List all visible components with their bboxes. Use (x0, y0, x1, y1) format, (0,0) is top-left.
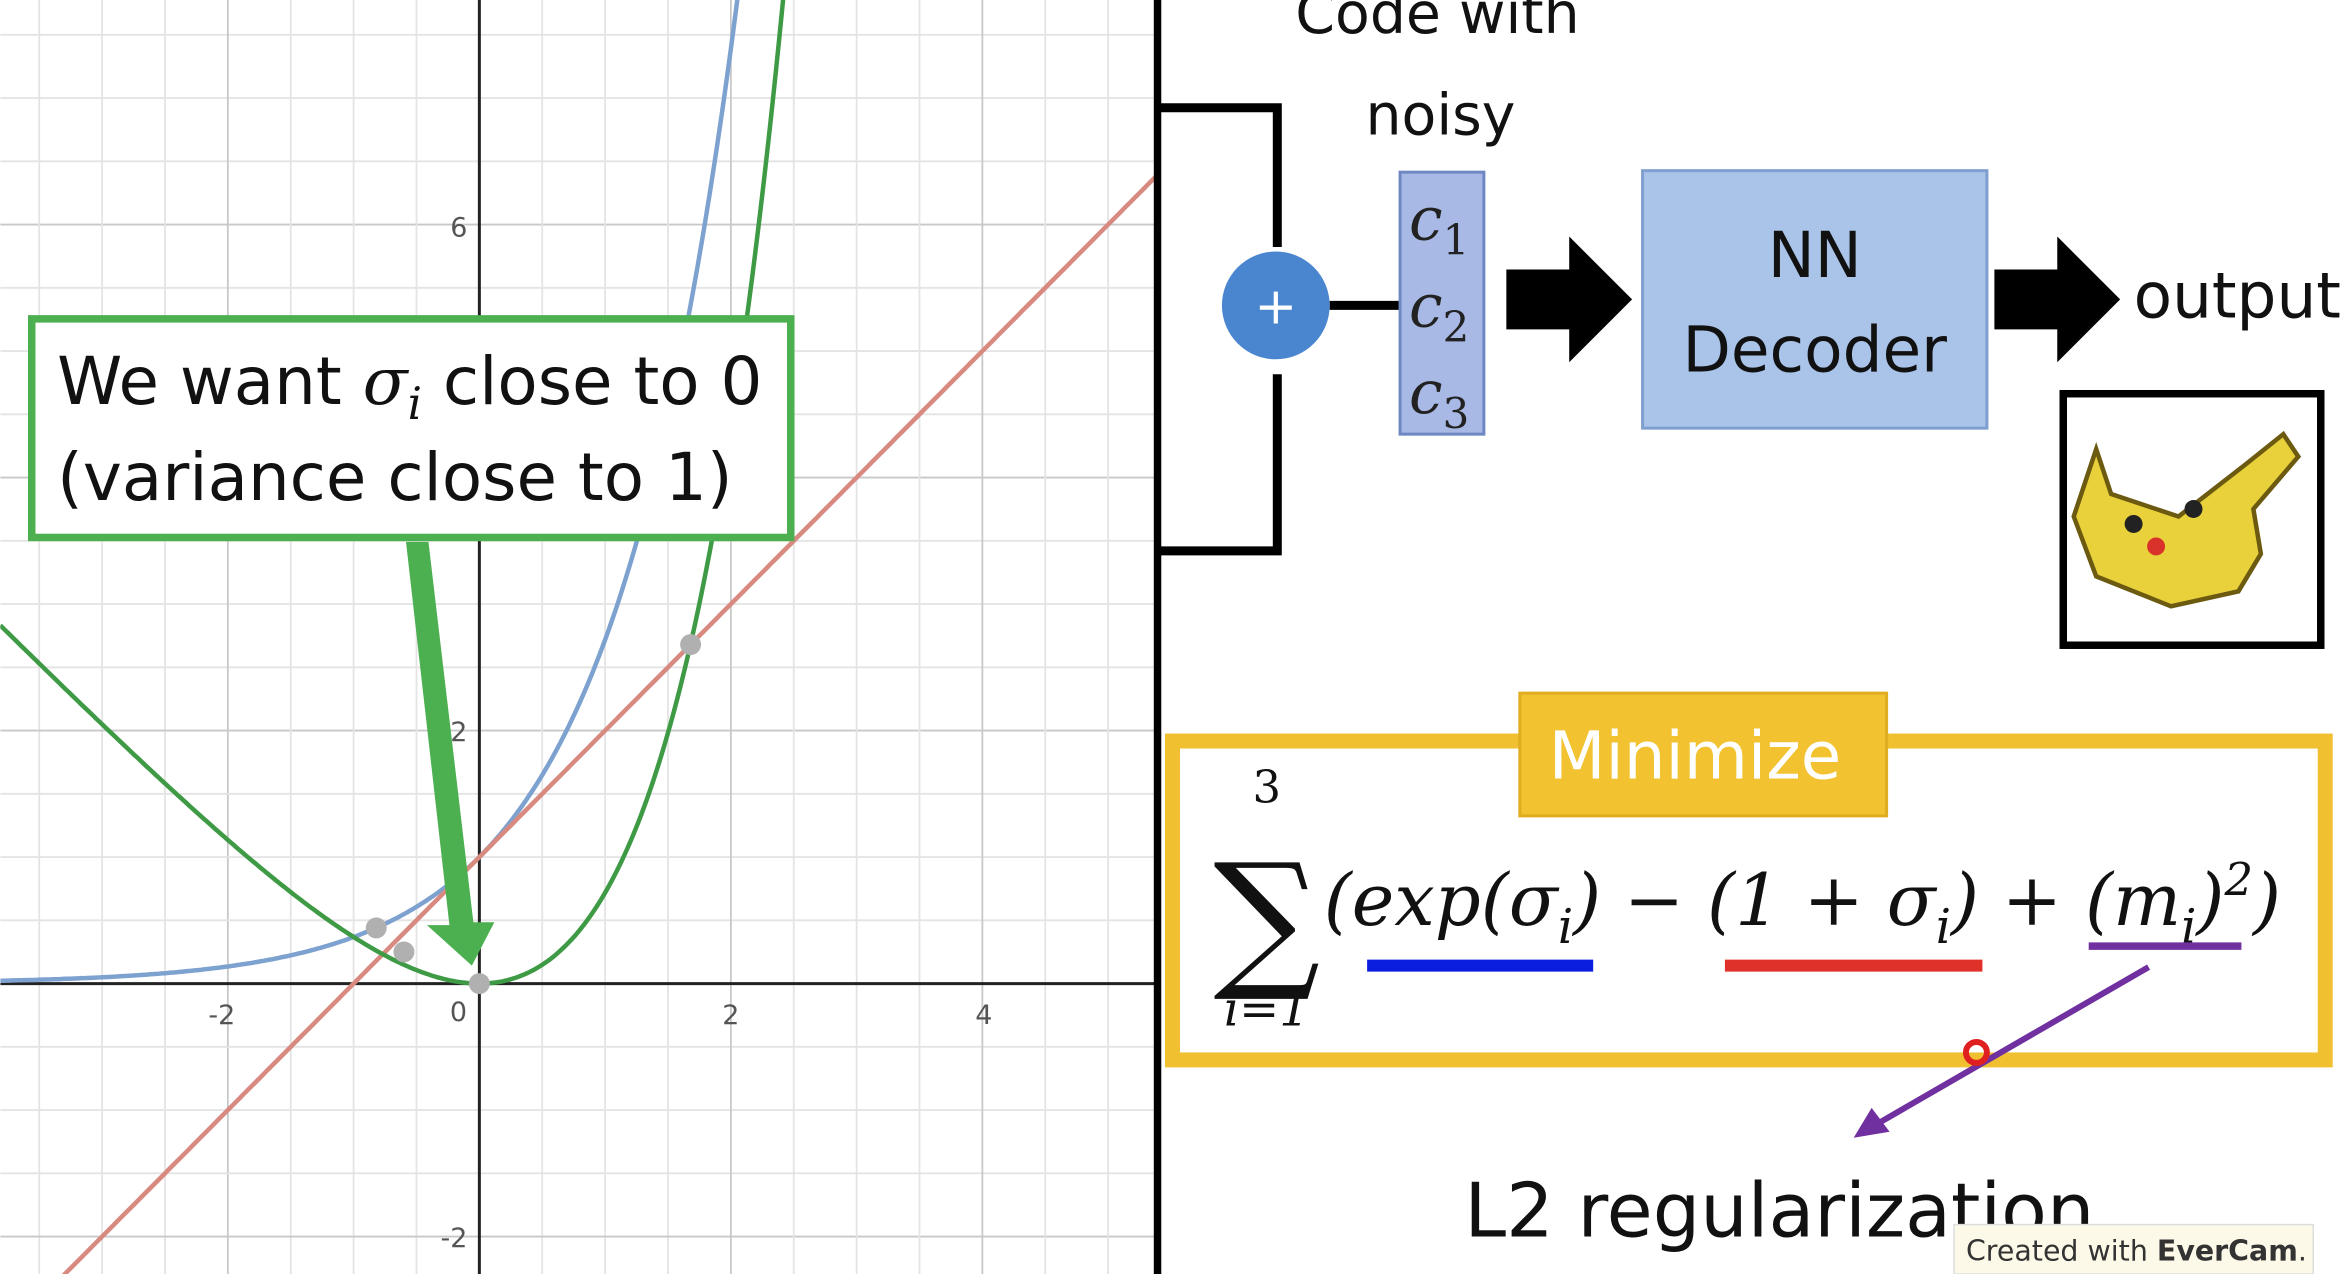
code-base: c (1409, 271, 1443, 341)
output-text: output (2134, 259, 2341, 332)
callout-sub: i (408, 377, 422, 430)
y-tick-label: 2 (450, 717, 467, 748)
title-text: noisy (1366, 83, 1516, 149)
formula-part: ) − (1 + σ (1571, 858, 1938, 942)
callout-line: We want σi close to 0 (57, 343, 762, 430)
arrow (1506, 236, 1633, 363)
code-sub: 3 (1443, 389, 1470, 438)
formula-part: ) (2251, 858, 2281, 942)
callout-text: We want (57, 343, 362, 420)
formula-part: ) (2194, 858, 2224, 942)
bracket (1160, 103, 1282, 248)
y-tick-label: 6 (450, 213, 467, 244)
graph (0, 0, 1157, 1274)
formula-sub: i (1558, 900, 1573, 955)
difference-curve (0, 0, 786, 986)
y-tick-label: -2 (441, 1223, 468, 1254)
code-base: c (1409, 185, 1443, 255)
x-tick-label: 4 (975, 1000, 992, 1031)
intersection-point (468, 973, 490, 995)
sum-lower: i=1 (1224, 982, 1310, 1037)
decoder-text: NN (1768, 219, 1862, 292)
annotation-arrowhead (1853, 1107, 1890, 1138)
arrow (1994, 236, 2121, 363)
intersection-point (365, 917, 387, 939)
formula-sup: 2 (2223, 853, 2253, 906)
x-tick-label: 0 (450, 997, 467, 1028)
formula-part: (exp(σ (1324, 858, 1560, 942)
plus-sign: + (1254, 277, 1297, 336)
x-tick-label: -2 (208, 1000, 235, 1031)
intersection-point (680, 634, 702, 656)
code-sub: 1 (1443, 216, 1470, 265)
watermark-text: . (2298, 1235, 2307, 1268)
intersection-point (393, 941, 415, 963)
pikachu (2071, 430, 2302, 609)
formula-sub: i (1936, 900, 1951, 955)
formula-part: ) + (m (1949, 858, 2181, 942)
x-tick-label: 2 (722, 1000, 739, 1031)
watermark: Created with EverCam. (1966, 1235, 2307, 1268)
code: c1 (1409, 185, 1469, 265)
formula-expr: (exp(σi) − (1 + σi) + (mi)2) (1324, 853, 2281, 955)
title-text: Code with (1295, 0, 1579, 47)
callout-line: (variance close to 1) (57, 439, 732, 516)
code-sub: 2 (1443, 302, 1470, 351)
decoder-text: Decoder (1682, 313, 1947, 386)
watermark-box (1953, 1223, 2315, 1274)
bracket (1160, 374, 1282, 556)
annotation-arrow (1877, 964, 2151, 1126)
formula-label: Minimize (1549, 717, 1842, 794)
decoder-box (1641, 169, 1989, 430)
callout-math: σ (363, 343, 410, 420)
watermark-text: Created with (1966, 1235, 2157, 1268)
sum-symbol: ∑ (1213, 832, 1320, 1006)
formula-label-box (1518, 691, 1889, 818)
code-box (1398, 170, 1486, 436)
watermark-brand: EverCam (2157, 1235, 2298, 1268)
callout-text: close to 0 (422, 343, 762, 420)
code: c3 (1409, 358, 1469, 438)
linear-curve (61, 174, 1157, 1274)
plus-node (1221, 251, 1330, 360)
callout-arrow (406, 541, 495, 966)
cursor (1962, 1038, 1990, 1066)
code: c2 (1409, 271, 1469, 351)
formula-sub: i (2181, 900, 2196, 955)
callout-box (27, 315, 795, 542)
code-base: c (1409, 358, 1443, 428)
sum-upper: 3 (1253, 760, 1282, 813)
